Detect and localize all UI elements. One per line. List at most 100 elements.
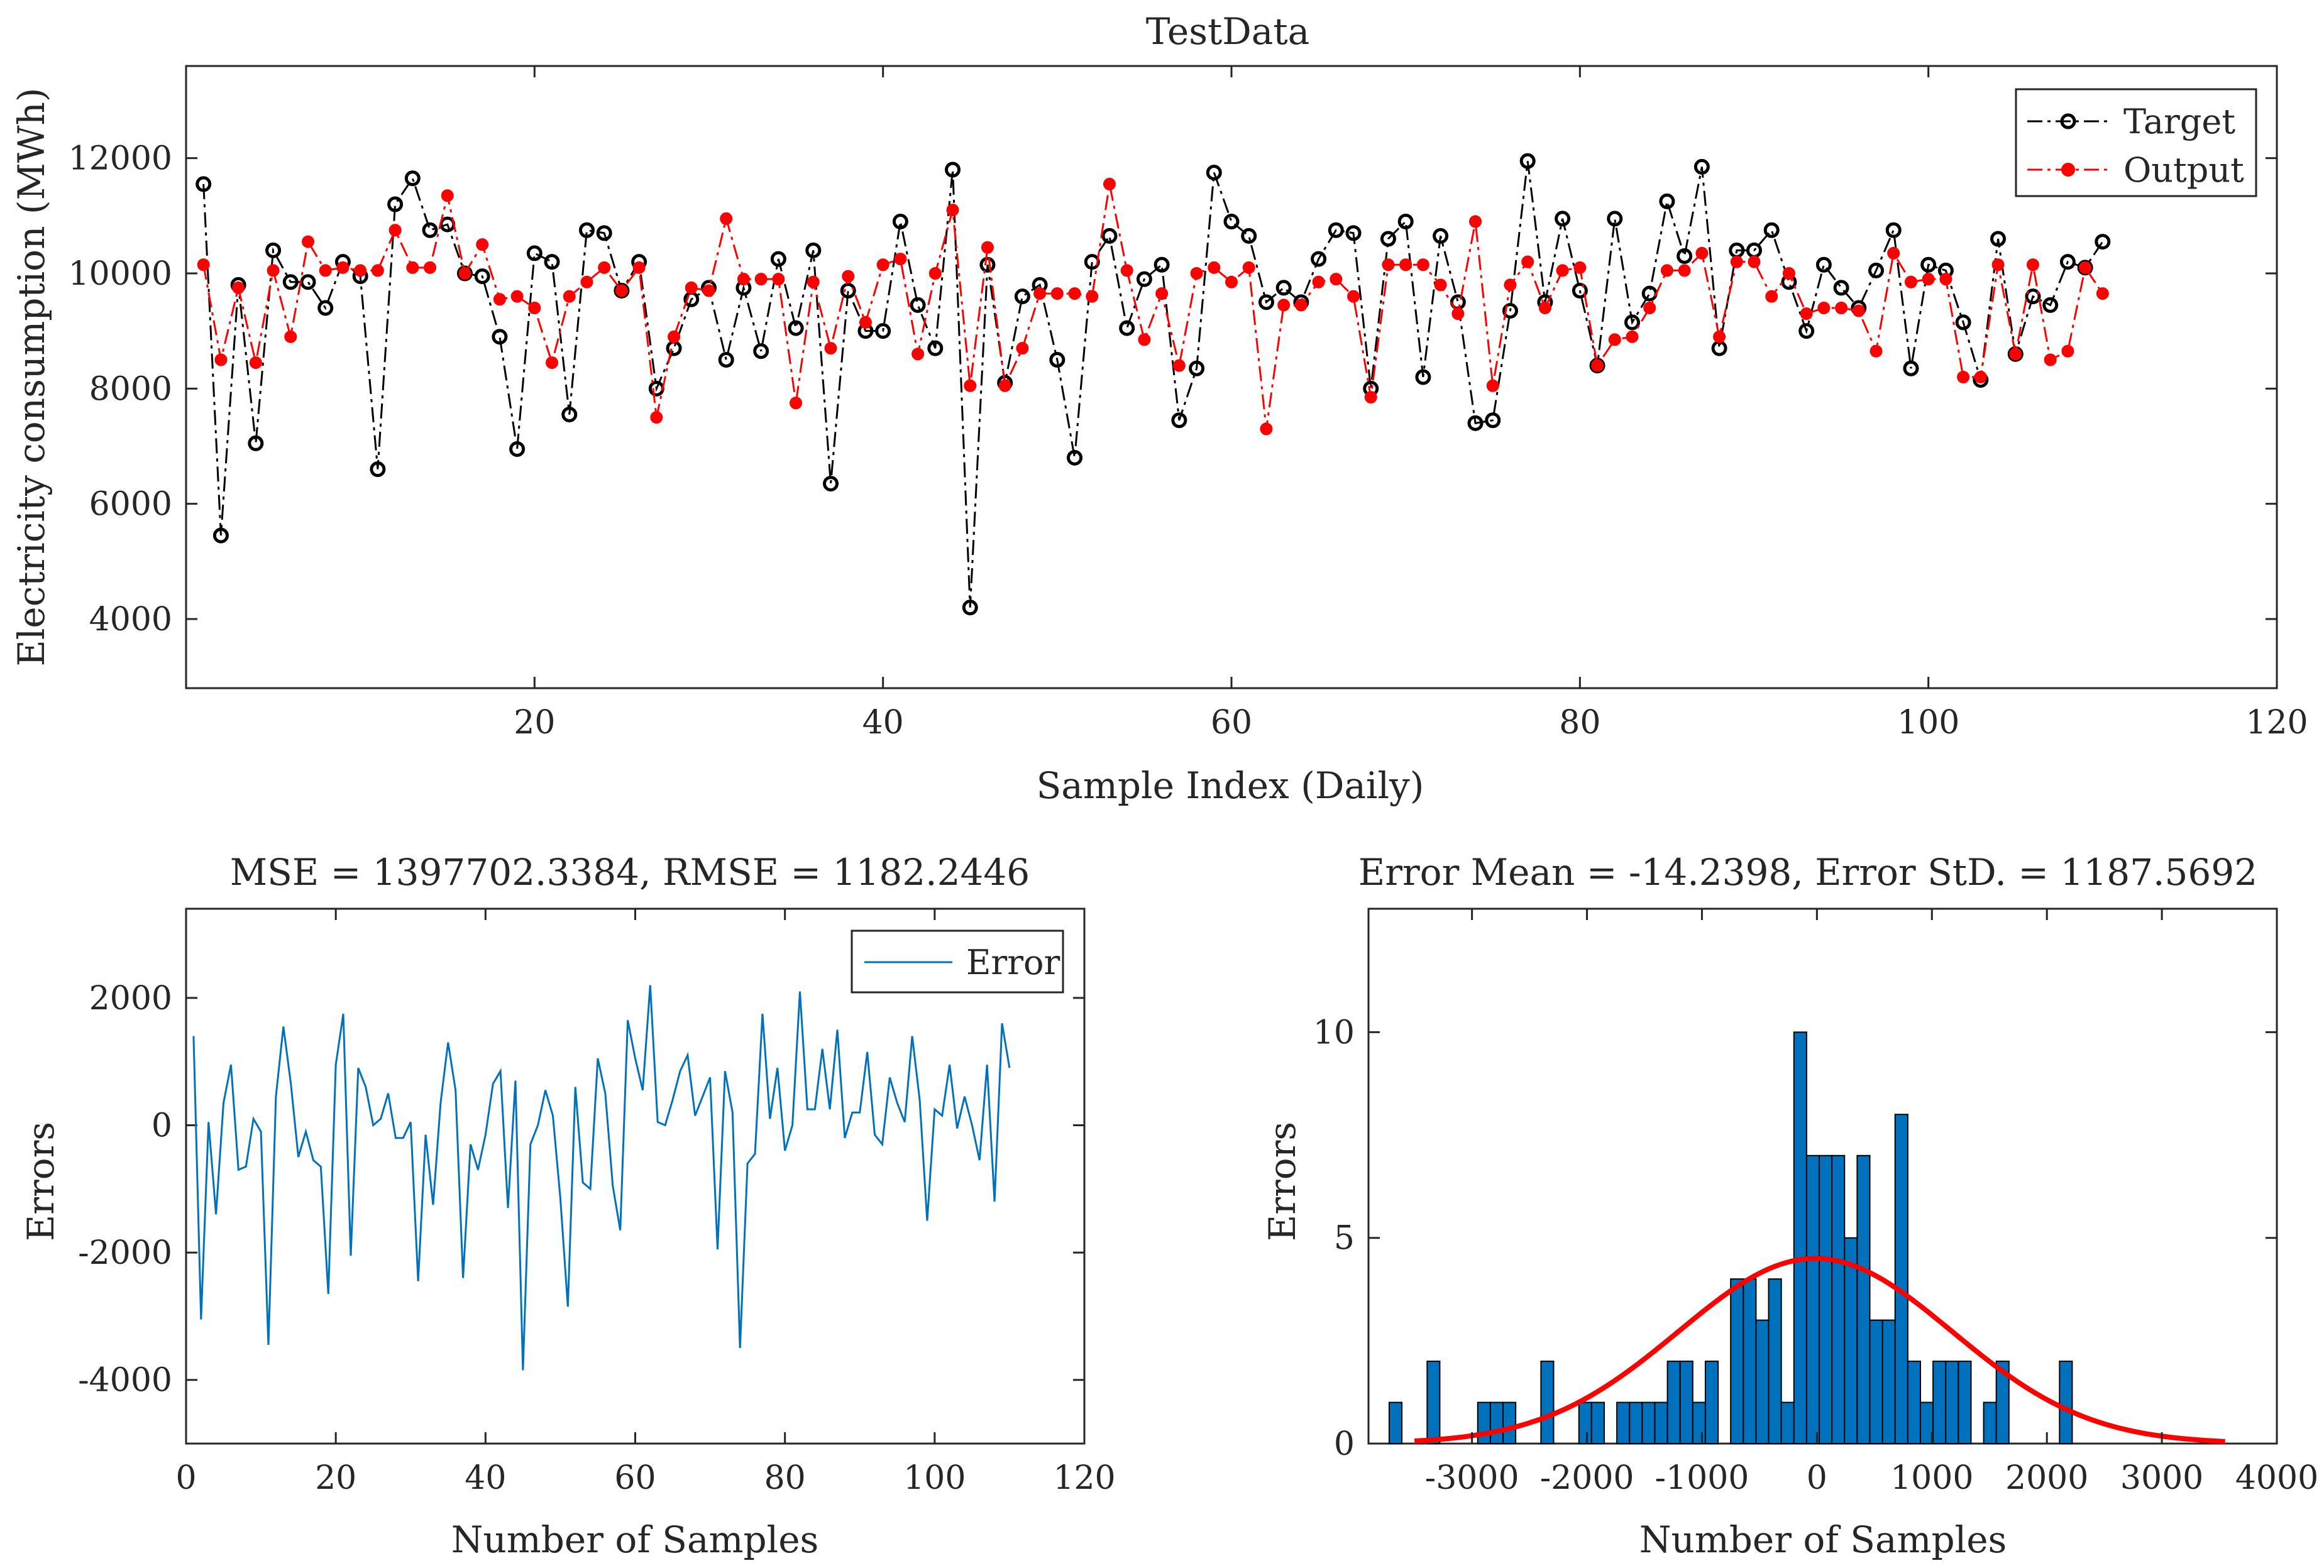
output-point [1103,177,1116,190]
output-point [1626,330,1639,343]
output-point [580,275,593,288]
top-chart-ytick-label: 6000 [89,486,172,524]
output-point [720,212,733,225]
legend-output-marker [2061,163,2075,177]
error-chart-xlabel: Number of Samples [451,1518,819,1561]
output-point [1138,333,1151,346]
output-point [284,330,297,343]
output-point [1277,299,1291,312]
target-point [1206,165,1222,181]
output-point [1469,215,1482,228]
output-point [807,275,820,288]
error-chart-ytick-label: -2000 [78,1234,172,1272]
top-chart-xtick-label: 60 [1211,704,1252,742]
histogram-bar [1881,1319,1896,1445]
target-point [927,340,944,356]
target-point [1903,360,1919,376]
output-point [928,267,942,280]
target-point [1920,256,1937,273]
histogram-bar [1768,1278,1782,1444]
output-point [737,273,750,286]
target-point [1049,352,1066,368]
histogram-bar [1629,1401,1643,1445]
histogram-bar [1590,1401,1605,1445]
output-point [1608,333,1621,346]
target-point [1677,248,1693,264]
histogram-xtick-label: 0 [1807,1459,1827,1497]
histogram-bar [1426,1361,1441,1444]
target-point [718,352,734,368]
top-chart-legend: Target Output [2015,88,2257,197]
target-point [1119,320,1135,336]
output-point [964,379,977,392]
error-chart-xtick-label: 120 [1053,1459,1115,1497]
output-point [2009,348,2022,361]
output-point [1643,302,1656,314]
legend-target-label: Target [2123,102,2235,141]
top-chart-xlabel: Sample Index (Daily) [1037,764,1424,807]
output-point [894,253,907,266]
target-point [1258,294,1274,310]
target-point [1502,303,1518,319]
output-point [1730,255,1743,268]
top-chart-xtick-label: 120 [2245,704,2308,742]
output-point [754,273,768,286]
histogram-bar [1945,1361,1959,1444]
output-point [232,281,245,294]
target-point [1519,153,1536,169]
output-point [650,411,663,424]
top-chart-ytick-label: 12000 [69,140,172,178]
output-point [1817,302,1831,314]
target-point [1467,415,1484,431]
target-point [196,176,212,192]
output-point [668,330,681,343]
target-point [1101,228,1118,244]
histogram-xtick-label: -2000 [1540,1459,1634,1497]
output-point [772,273,785,286]
target-point [1397,214,1414,229]
output-point [2044,353,2057,366]
output-point [946,204,959,217]
top-chart-xtick-label: 100 [1897,704,1959,742]
target-point [474,268,490,285]
top-chart-xtick-label: 20 [514,704,555,742]
top-chart-title: TestData [1146,10,1310,53]
output-point [1399,258,1413,271]
target-point [1067,449,1083,466]
output-point [476,238,489,251]
output-point [1451,307,1465,321]
histogram-bar [1502,1401,1517,1445]
histogram-bar [1755,1319,1770,1445]
histogram-xtick-label: 1000 [1890,1459,1973,1497]
target-point [962,600,978,616]
target-point [509,441,526,458]
target-point [2042,297,2059,313]
output-point [685,281,698,294]
output-point [1016,342,1029,355]
output-point [546,356,559,370]
output-point [1974,371,1987,383]
output-point [1695,246,1709,260]
target-point [212,527,229,544]
target-point [370,461,386,478]
error-chart-xtick-label: 60 [614,1459,656,1497]
error-series-line [192,985,1011,1371]
output-point [1120,264,1133,277]
target-point [1868,262,1885,278]
histogram-ylabel: Errors [1261,1122,1304,1241]
output-point [1991,258,2005,271]
histogram-bar [1616,1401,1631,1445]
error-line-panel: MSE = 1397702.3384, RMSE = 1182.2446 0 20… [19,851,1116,1561]
histogram-bar [1793,1031,1807,1444]
target-point [1380,231,1396,247]
target-point [1659,193,1675,209]
output-point [1556,264,1569,277]
output-point [1538,302,1551,314]
target-point [1223,214,1240,229]
output-point [824,342,837,355]
histogram-ytick-label: 5 [1334,1220,1355,1258]
histogram-bar [1983,1401,1997,1445]
target-point [596,225,612,241]
histogram-xtick-label: -3000 [1425,1459,1519,1497]
